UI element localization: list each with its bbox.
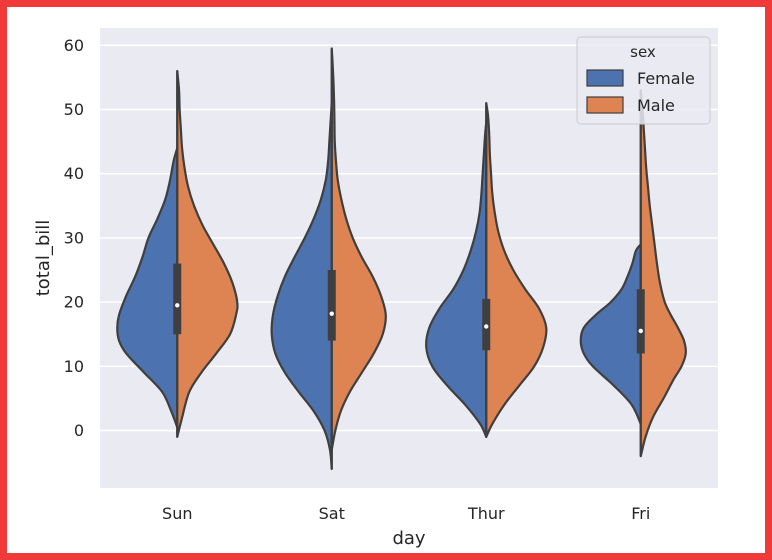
x-axis-ticks: Sun Sat Thur Fri [162,504,650,523]
violin-half-sun-female [116,146,179,429]
y-axis-label: total_bill [33,220,54,297]
violin-sun [116,69,239,439]
violin-sat [270,47,387,471]
violins [116,47,687,471]
legend: sex Female Male [576,36,711,125]
violin-half-fri-male [639,89,687,458]
x-tick-label-sun: Sun [162,504,192,523]
y-axis-ticks: 0 10 20 30 40 50 60 [64,36,84,440]
y-tick-label-50: 50 [64,100,84,119]
x-tick-label-sat: Sat [319,504,345,523]
legend-swatch-male [586,96,624,114]
violin-half-thur-female [425,121,488,439]
y-tick-label-10: 10 [64,357,84,376]
violin-half-sat-female [270,101,333,471]
legend-title: sex [630,43,656,61]
median-marker-sun [175,303,180,308]
y-tick-label-0: 0 [74,421,84,440]
iqr-box-sun [173,263,182,335]
legend-swatch-female [586,69,624,87]
violin-half-sun-male [176,69,239,439]
violin-thur [425,101,548,439]
violin-half-sat-male [330,47,387,451]
y-tick-label-20: 20 [64,293,84,312]
x-tick-label-fri: Fri [631,504,650,523]
violin-fri [579,89,687,458]
legend-label-male: Male [637,96,675,115]
y-tick-label-30: 30 [64,228,84,247]
violin-half-fri-female [579,243,642,426]
legend-label-female: Female [637,69,695,88]
median-marker-thur [484,324,489,329]
violin-half-thur-male [485,101,548,439]
iqr-box-fri [636,289,645,354]
x-tick-label-thur: Thur [467,504,505,523]
iqr-box-sat [327,270,336,341]
x-axis-label: day [392,528,425,549]
y-tick-label-60: 60 [64,36,84,55]
y-tick-label-40: 40 [64,164,84,183]
median-marker-fri [638,328,643,334]
median-marker-sat [329,311,334,316]
